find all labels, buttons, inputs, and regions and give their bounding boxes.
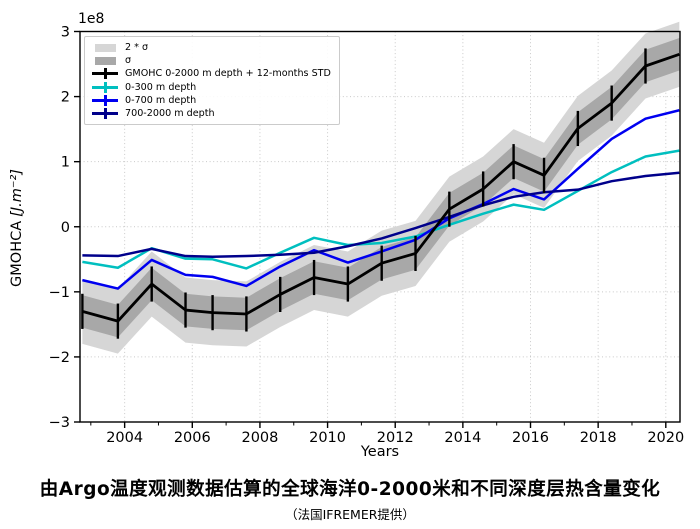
legend-item-label: 0-700 m depth xyxy=(125,94,197,106)
legend-errorbar-swatch xyxy=(92,81,118,93)
legend-patch-swatch xyxy=(94,56,116,66)
y-axis-label-unit: [J.m⁻²] xyxy=(9,169,25,217)
x-tick-label: 2014 xyxy=(444,430,481,446)
x-tick-label: 2006 xyxy=(174,430,211,446)
x-tick-label: 2004 xyxy=(106,430,143,446)
legend-item: σ xyxy=(92,55,331,67)
x-tick-label: 2020 xyxy=(647,430,684,446)
legend-errbar-glyph xyxy=(103,68,107,80)
y-tick-label: 2 xyxy=(61,90,70,106)
legend-item: GMOHC 0-2000 m depth + 12-months STD xyxy=(92,68,331,80)
chart-plot-area: 2004 2006 2008 2010 2012 2014 2016 2018 2020 −3 −2… xyxy=(49,21,684,446)
x-tick-label: 2008 xyxy=(241,430,278,446)
series-line-gmohc-0-2000 xyxy=(81,52,680,323)
legend-item-label: 2 * σ xyxy=(125,42,149,54)
x-tick-label: 2012 xyxy=(377,430,414,446)
legend-item-label: 0-300 m depth xyxy=(125,81,197,93)
x-tick-label: 2016 xyxy=(512,430,549,446)
y-tick-label: 1 xyxy=(61,155,70,171)
legend-item: 0-300 m depth xyxy=(92,81,331,93)
legend-errorbar-swatch xyxy=(92,94,118,106)
legend-errorbar-swatch xyxy=(92,107,118,119)
y-tick-label: 0 xyxy=(61,220,70,236)
legend-item: 2 * σ xyxy=(92,42,331,54)
legend-item-label: GMOHC 0-2000 m depth + 12-months STD xyxy=(125,68,331,80)
y-axis-label-name: GMOHCA xyxy=(9,220,25,287)
legend-errbar-glyph xyxy=(103,81,107,93)
legend-item: 700-2000 m depth xyxy=(92,107,331,119)
caption-title: 由Argo温度观测数据估算的全球海洋0-2000米和不同深度层热含量变化 xyxy=(39,479,661,500)
y-tick-label: 3 xyxy=(61,25,70,41)
series-line-0-300 xyxy=(82,149,680,270)
legend-item-label: σ xyxy=(125,55,132,67)
legend-item: 0-700 m depth xyxy=(92,94,331,106)
caption-source: （法国IFREMER提供） xyxy=(285,507,415,522)
legend-patch-swatch xyxy=(94,43,116,53)
x-tick-label: 2018 xyxy=(580,430,617,446)
y-tick-label: −3 xyxy=(49,415,70,431)
series-line-700-2000 xyxy=(82,171,680,258)
y-axis-offset-label: 1e8 xyxy=(78,11,105,27)
legend-errbar-glyph xyxy=(103,107,107,119)
x-tick-label: 2010 xyxy=(309,430,346,446)
legend-item-label: 700-2000 m depth xyxy=(125,107,215,119)
band-2sigma xyxy=(82,21,680,354)
y-tick-label: −1 xyxy=(49,285,70,301)
y-tick-label: −2 xyxy=(49,350,70,366)
legend-errorbar-swatch xyxy=(92,68,118,80)
legend-errbar-glyph xyxy=(103,94,107,106)
legend: 2 * σ σ GMOHC 0-2000 m depth + 12-months S… xyxy=(84,36,340,126)
x-axis-label: Years xyxy=(360,444,400,460)
y-axis-label: GMOHCA [J.m⁻²] xyxy=(9,169,25,287)
